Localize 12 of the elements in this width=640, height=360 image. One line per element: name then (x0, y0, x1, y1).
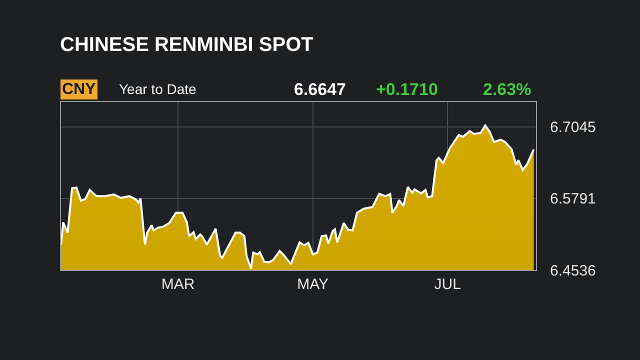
x-tick-label: MAR (161, 276, 195, 293)
y-tick-label: 6.4536 (550, 262, 596, 280)
text: 6.6647 (294, 80, 346, 99)
text: 2.63% (483, 80, 532, 99)
y-tick-label: 6.5791 (550, 190, 596, 208)
x-tick-label: MAY (297, 276, 329, 293)
chart-title: CHINESE RENMINBI SPOT (60, 34, 314, 56)
y-tick-label: 6.7045 (550, 119, 596, 136)
chart-subtitle: Year to Date (119, 81, 197, 97)
text: CNY (62, 81, 96, 98)
text: +0.1710 (376, 80, 438, 99)
x-tick-label: JUL (434, 276, 461, 293)
